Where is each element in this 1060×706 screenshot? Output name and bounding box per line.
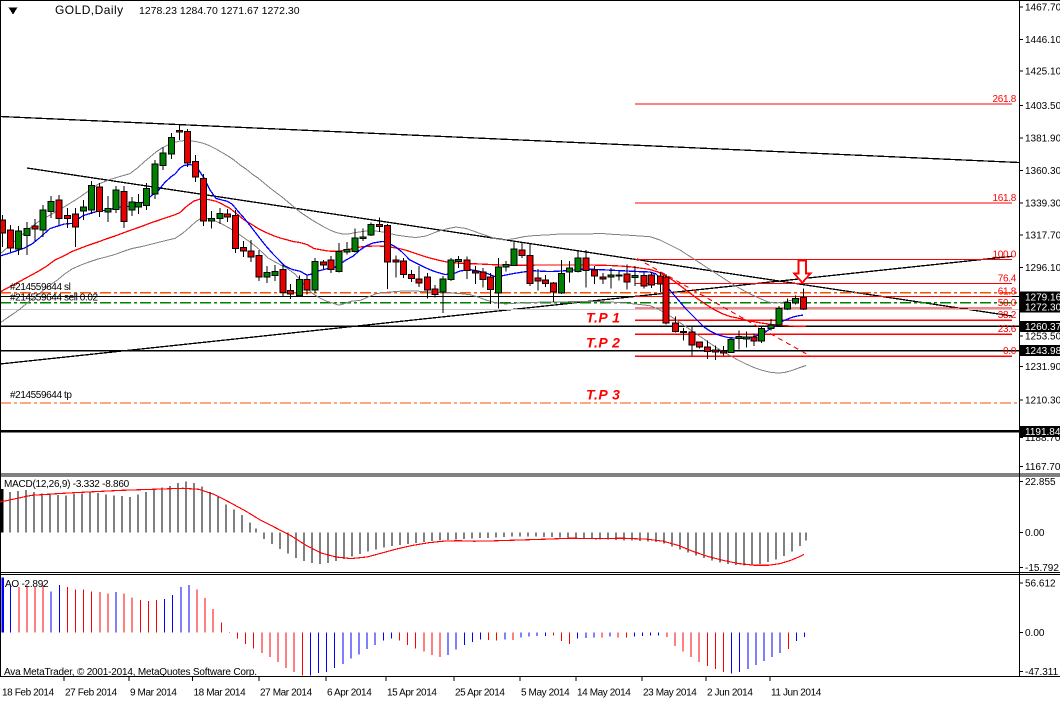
svg-text:50.0: 50.0 — [998, 298, 1017, 309]
svg-text:25 Apr 2014: 25 Apr 2014 — [455, 688, 505, 699]
svg-text:1188.70: 1188.70 — [1025, 433, 1060, 444]
svg-text:18 Mar 2014: 18 Mar 2014 — [194, 688, 247, 699]
svg-text:261.8: 261.8 — [992, 94, 1016, 105]
svg-text:1279.16: 1279.16 — [1025, 293, 1060, 304]
svg-text:1296.10: 1296.10 — [1025, 263, 1060, 274]
svg-text:T.P 2: T.P 2 — [586, 335, 620, 351]
svg-text:5 May 2014: 5 May 2014 — [521, 688, 570, 699]
svg-text:9 Mar 2014: 9 Mar 2014 — [130, 688, 177, 699]
svg-text:2 Jun 2014: 2 Jun 2014 — [707, 688, 753, 699]
svg-text:1191.84: 1191.84 — [1025, 427, 1060, 438]
svg-text:0.00: 0.00 — [1025, 528, 1045, 539]
svg-text:AO -2.892: AO -2.892 — [5, 579, 49, 590]
svg-text:1272.30: 1272.30 — [1025, 303, 1060, 314]
svg-text:1260.37: 1260.37 — [1025, 322, 1060, 333]
svg-text:-47.311: -47.311 — [1025, 667, 1059, 678]
svg-text:56.612: 56.612 — [1025, 579, 1056, 590]
svg-text:1167.70: 1167.70 — [1025, 462, 1060, 473]
svg-text:1317.70: 1317.70 — [1025, 231, 1060, 242]
svg-text:1243.98: 1243.98 — [1025, 346, 1060, 357]
svg-text:1381.90: 1381.90 — [1025, 134, 1060, 145]
svg-text:18 Feb 2014: 18 Feb 2014 — [2, 688, 55, 699]
svg-text:#214559644 sl: #214559644 sl — [10, 282, 71, 293]
svg-text:61.8: 61.8 — [998, 287, 1017, 298]
svg-text:#214559644 sell 0.02: #214559644 sell 0.02 — [10, 293, 98, 304]
svg-text:1360.30: 1360.30 — [1025, 166, 1060, 177]
svg-text:38.2: 38.2 — [998, 310, 1017, 321]
svg-text:1339.30: 1339.30 — [1025, 199, 1060, 210]
svg-text:0.00: 0.00 — [1025, 628, 1045, 639]
svg-text:22.855: 22.855 — [1025, 477, 1056, 488]
svg-text:1278.23 1284.70 1271.67 1272.3: 1278.23 1284.70 1271.67 1272.30 — [139, 5, 300, 17]
svg-text:100.0: 100.0 — [992, 250, 1016, 261]
svg-text:-15.792: -15.792 — [1025, 563, 1059, 574]
svg-text:1446.10: 1446.10 — [1025, 35, 1060, 46]
svg-text:1210.30: 1210.30 — [1025, 396, 1060, 407]
svg-text:6 Apr 2014: 6 Apr 2014 — [327, 688, 372, 699]
svg-text:T.P 1: T.P 1 — [586, 310, 620, 326]
svg-text:1467.70: 1467.70 — [1025, 3, 1060, 14]
svg-text:1403.50: 1403.50 — [1025, 101, 1060, 112]
svg-text:27 Mar 2014: 27 Mar 2014 — [260, 688, 313, 699]
svg-text:14 May 2014: 14 May 2014 — [577, 688, 631, 699]
svg-text:76.4: 76.4 — [998, 274, 1017, 285]
svg-text:0.0: 0.0 — [1003, 346, 1017, 357]
svg-text:1253.50: 1253.50 — [1025, 332, 1060, 343]
svg-text:T.P 3: T.P 3 — [586, 387, 620, 403]
svg-text:27 Feb 2014: 27 Feb 2014 — [65, 688, 118, 699]
svg-text:15 Apr 2014: 15 Apr 2014 — [387, 688, 437, 699]
svg-text:1231.90: 1231.90 — [1025, 362, 1060, 373]
svg-text:MACD(12,26,9) -3.332 -8.860: MACD(12,26,9) -3.332 -8.860 — [4, 479, 130, 490]
svg-text:1425.10: 1425.10 — [1025, 67, 1060, 78]
svg-text:11 Jun 2014: 11 Jun 2014 — [771, 688, 822, 699]
svg-text:23 May 2014: 23 May 2014 — [643, 688, 697, 699]
svg-text:GOLD,Daily: GOLD,Daily — [55, 3, 124, 17]
svg-text:Ava MetaTrader, © 2001-2014, M: Ava MetaTrader, © 2001-2014, MetaQuotes … — [4, 667, 257, 678]
svg-text:161.8: 161.8 — [992, 193, 1016, 204]
svg-text:#214559644 tp: #214559644 tp — [10, 390, 72, 401]
svg-text:23.6: 23.6 — [998, 324, 1017, 335]
